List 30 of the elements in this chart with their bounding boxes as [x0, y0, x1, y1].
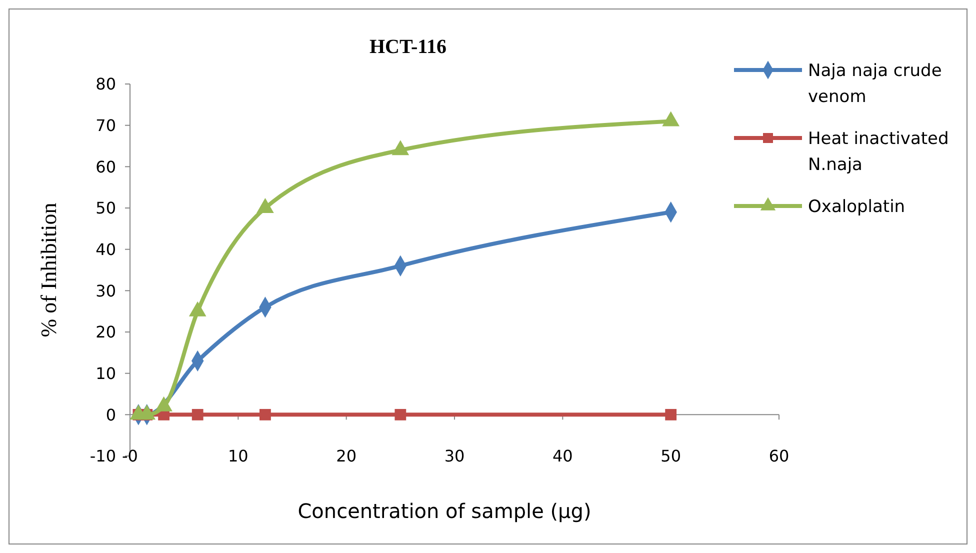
x-tick-label: 50	[660, 446, 682, 466]
y-tick-label: 30	[96, 281, 116, 300]
y-tick-label: 50	[96, 198, 116, 218]
point	[665, 408, 677, 420]
point	[662, 111, 680, 126]
y-tick-label: 80	[96, 74, 116, 94]
y-axis-title: % of Inhibition	[36, 202, 61, 338]
x-tick-label: 60	[768, 446, 790, 466]
legend-label: Heat inactivated N.naja	[808, 128, 949, 175]
y-tick-label: 20	[96, 322, 116, 342]
x-axis-title: Concentration of sample (µg)	[298, 499, 592, 523]
x-tick-label: 40	[552, 446, 573, 466]
point	[192, 408, 204, 420]
legend-label: Oxaloplatin	[808, 196, 906, 217]
x-tick-label: 10	[228, 446, 248, 466]
legend-label: Naja naja crude venom	[808, 60, 942, 107]
x-tick-label: 30	[444, 446, 465, 466]
y-tick-label: 60	[96, 157, 116, 176]
point	[392, 140, 410, 156]
point	[256, 198, 274, 213]
y-tick-label: 40	[96, 240, 116, 259]
y-tick-label: 0	[106, 405, 116, 424]
y-tick-label: 10	[96, 364, 116, 383]
point	[394, 408, 406, 420]
point	[260, 408, 271, 420]
x-tick-label: -0	[122, 446, 138, 466]
y-tick-label: -10	[90, 446, 116, 466]
y-tick-label: 70	[96, 116, 116, 135]
chart-title: HCT-116	[369, 36, 447, 58]
x-tick-label: 20	[336, 446, 357, 466]
